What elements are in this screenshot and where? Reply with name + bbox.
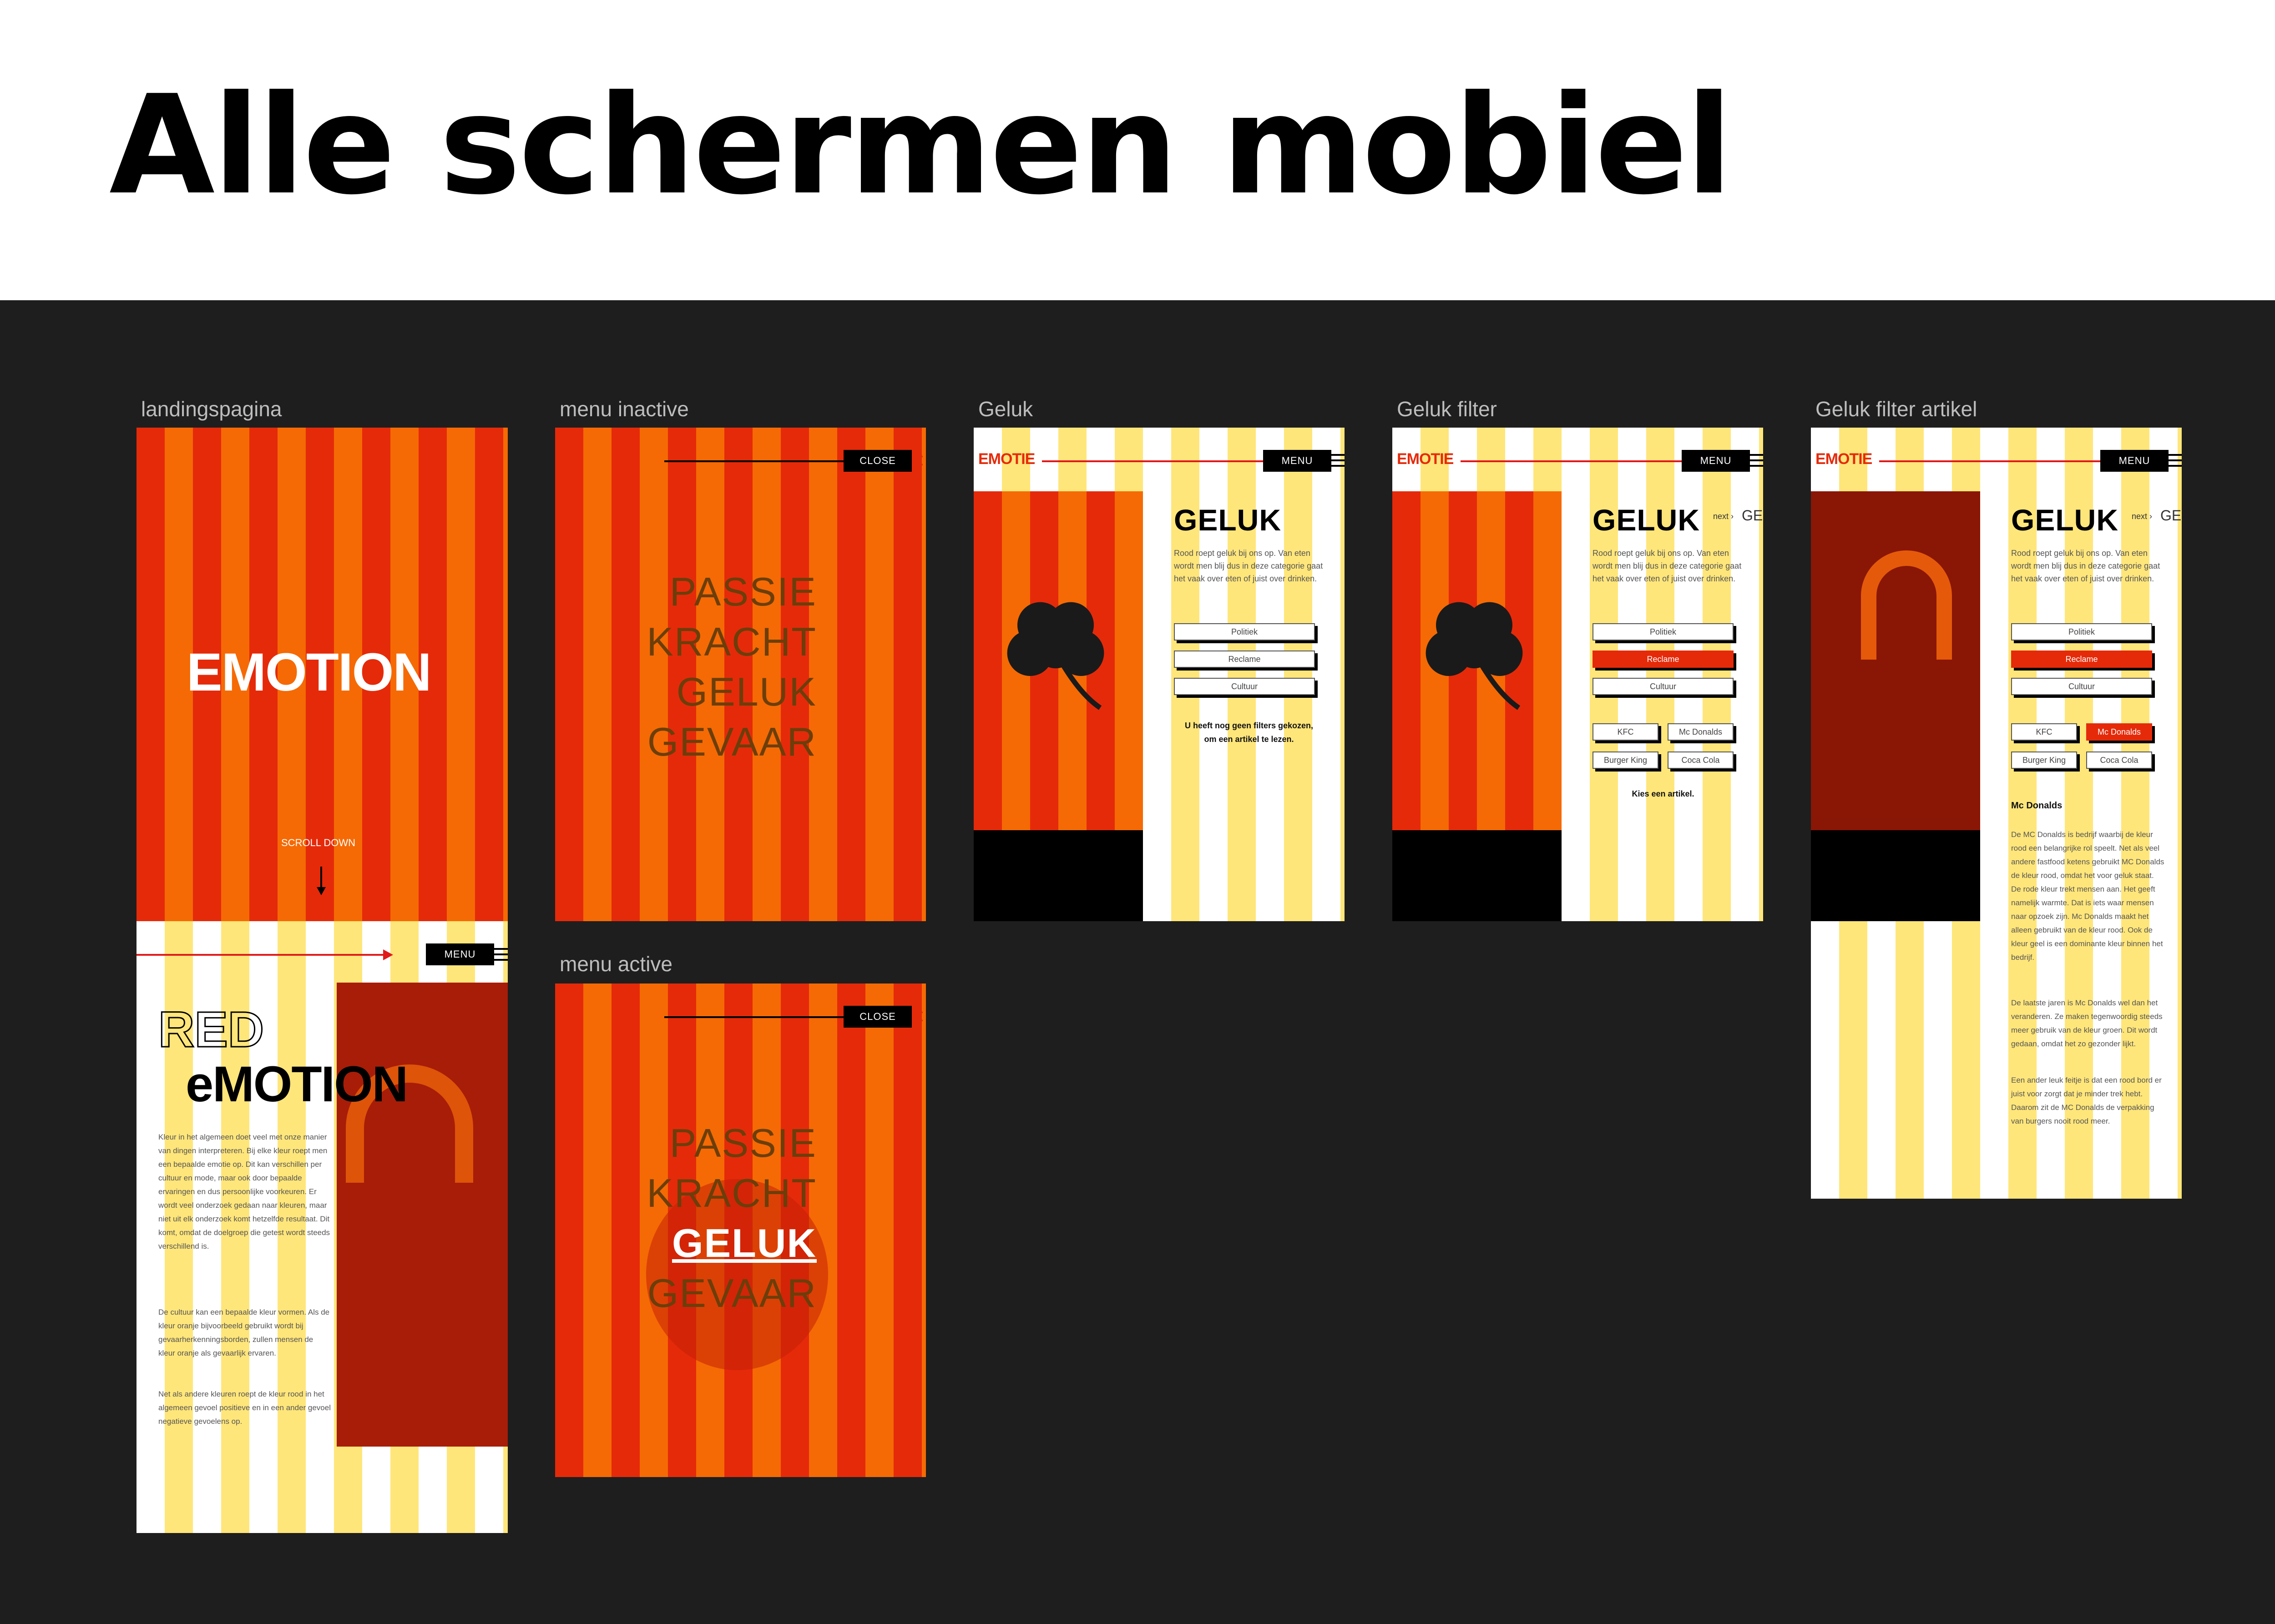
brand-logo[interactable]: EMOTIE: [978, 450, 1035, 468]
next-category-preview[interactable]: GE: [1742, 507, 1763, 524]
design-canvas[interactable]: landingspagina EMOTION SCROLL DOWN MENU …: [0, 300, 2275, 1624]
brand-filter-mcdonalds[interactable]: Mc Donalds: [1668, 723, 1734, 741]
next-link[interactable]: next ›: [2132, 512, 2153, 521]
page-header: Alle schermen mobiel: [0, 0, 2275, 300]
next-link[interactable]: next ›: [1713, 512, 1734, 521]
clover-icon: [1406, 587, 1542, 714]
menu-item-passie[interactable]: PASSIE: [669, 1120, 817, 1165]
article-paragraph-2: De laatste jaren is Mc Donalds wel dan h…: [2011, 999, 2163, 1048]
menu-item-geluk-active[interactable]: GELUK: [672, 1221, 817, 1266]
hamburger-icon[interactable]: [1327, 454, 1345, 467]
filter-reclame-active[interactable]: Reclame: [2011, 651, 2152, 668]
category-intro: Rood roept geluk bij ons op. Van eten wo…: [1592, 549, 1742, 583]
intro-paragraph-2: De cultuur kan een bepaalde kleur vormen…: [158, 1308, 330, 1357]
frame-geluk[interactable]: EMOTIE MENU GELUK Rood roept geluk bij o…: [974, 428, 1345, 921]
topbar-arrow: [1879, 456, 2136, 467]
frame-geluk-filter[interactable]: EMOTIE MENU GELUK next › GE Rood roept g…: [1392, 428, 1763, 921]
menu-item-passie[interactable]: PASSIE: [669, 569, 817, 614]
brand-filter-mcdonalds-active[interactable]: Mc Donalds: [2086, 723, 2152, 741]
arrow-down-icon: [317, 887, 326, 895]
frame-menu-inactive[interactable]: CLOSE ✕ PASSIE KRACHT GELUK GEVAAR: [555, 428, 926, 921]
frame-menu-active[interactable]: CLOSE ✕ PASSIE KRACHT GELUK GEVAAR: [555, 983, 926, 1477]
menu-button[interactable]: MENU: [2100, 450, 2169, 472]
category-image-footer: [974, 830, 1143, 921]
category-heading: GELUK: [2011, 503, 2118, 537]
hero-word: EMOTION: [187, 642, 432, 702]
filter-cultuur[interactable]: Cultuur: [1592, 678, 1734, 695]
close-button[interactable]: CLOSE: [844, 1006, 912, 1028]
article-image-footer: [1811, 830, 1980, 921]
frame-label-menu-active: menu active: [560, 952, 673, 976]
brand-filter-burgerking[interactable]: Burger King: [1592, 751, 1658, 769]
frame-label-landing: landingspagina: [141, 397, 282, 421]
emotion-heading: eMOTION: [186, 1056, 408, 1112]
hamburger-icon[interactable]: [490, 948, 508, 961]
hamburger-icon[interactable]: [1745, 454, 1763, 467]
menu-button[interactable]: MENU: [426, 943, 494, 965]
menu-item-gevaar[interactable]: GEVAAR: [647, 719, 817, 764]
category-heading: GELUK: [1174, 503, 1281, 537]
frame-geluk-artikel[interactable]: EMOTIE MENU GELUK next › GE Rood roept g…: [1811, 428, 2182, 1199]
page-title: Alle schermen mobiel: [109, 66, 1733, 225]
article-title: Mc Donalds: [2011, 801, 2063, 811]
category-image-footer: [1392, 830, 1562, 921]
intro-paragraph-1: Kleur in het algemeen doet veel met onze…: [158, 1133, 330, 1251]
filter-politiek[interactable]: Politiek: [2011, 623, 2152, 641]
article-paragraph-3: Een ander leuk feitje is dat een rood bo…: [2011, 1076, 2162, 1125]
brand-filter-cocacola[interactable]: Coca Cola: [1668, 751, 1734, 769]
menu-button[interactable]: MENU: [1263, 450, 1331, 472]
clover-background-graphic: [646, 1179, 828, 1370]
menu-item-kracht[interactable]: KRACHT: [647, 1170, 817, 1215]
frame-label-geluk-filter: Geluk filter: [1397, 397, 1497, 421]
close-icon[interactable]: ✕: [910, 451, 925, 471]
menu-item-kracht[interactable]: KRACHT: [647, 619, 817, 664]
category-heading: GELUK: [1592, 503, 1700, 537]
hero-stripes: [136, 428, 508, 921]
close-icon[interactable]: ✕: [910, 1007, 925, 1027]
filter-politiek[interactable]: Politiek: [1592, 623, 1734, 641]
article-paragraph-1: De MC Donalds is bedrijf waarbij de kleu…: [2011, 830, 2164, 962]
scroll-down-label[interactable]: SCROLL DOWN: [281, 837, 355, 848]
golden-arches-graphic: [1861, 550, 1952, 660]
topbar-arrow: [136, 949, 393, 960]
frame-label-geluk: Geluk: [978, 397, 1033, 421]
scroll-arrow-icon[interactable]: [320, 867, 322, 889]
intro-paragraph-3: Net als andere kleuren roept de kleur ro…: [158, 1390, 331, 1426]
menu-item-geluk[interactable]: GELUK: [676, 669, 817, 714]
topbar-arrow: [1042, 456, 1299, 467]
frame-landing[interactable]: EMOTION SCROLL DOWN MENU RED eMOTION Kle…: [136, 428, 508, 1533]
frame-label-menu-inactive: menu inactive: [560, 397, 689, 421]
frame-label-geluk-artikel: Geluk filter artikel: [1815, 397, 1977, 421]
filter-cultuur[interactable]: Cultuur: [1174, 678, 1315, 695]
menu-item-gevaar[interactable]: GEVAAR: [647, 1271, 817, 1316]
filter-cultuur[interactable]: Cultuur: [2011, 678, 2152, 695]
close-button[interactable]: CLOSE: [844, 450, 912, 472]
topbar-arrow: [1461, 456, 1717, 467]
category-intro: Rood roept geluk bij ons op. Van eten wo…: [2011, 549, 2160, 583]
choose-article-notice: Kies een artikel.: [1632, 789, 1694, 798]
category-intro: Rood roept geluk bij ons op. Van eten wo…: [1174, 549, 1323, 583]
filter-politiek[interactable]: Politiek: [1174, 623, 1315, 641]
no-filter-notice: U heeft nog geen filters gekozen, om een…: [1184, 721, 1314, 744]
menu-button[interactable]: MENU: [1682, 450, 1750, 472]
brand-logo[interactable]: EMOTIE: [1815, 450, 1872, 468]
brand-filter-burgerking[interactable]: Burger King: [2011, 751, 2077, 769]
filter-reclame-active[interactable]: Reclame: [1592, 651, 1734, 668]
next-category-preview[interactable]: GE: [2160, 507, 2182, 524]
brand-filter-kfc[interactable]: KFC: [1592, 723, 1658, 741]
red-word: RED: [157, 1001, 264, 1059]
article-image: [1811, 491, 1980, 830]
clover-icon: [987, 587, 1124, 714]
mcdonalds-photo: [337, 983, 508, 1447]
brand-filter-kfc[interactable]: KFC: [2011, 723, 2077, 741]
brand-logo[interactable]: EMOTIE: [1397, 450, 1454, 468]
hamburger-icon[interactable]: [2164, 454, 2182, 467]
brand-filter-cocacola[interactable]: Coca Cola: [2086, 751, 2152, 769]
filter-reclame[interactable]: Reclame: [1174, 651, 1315, 668]
